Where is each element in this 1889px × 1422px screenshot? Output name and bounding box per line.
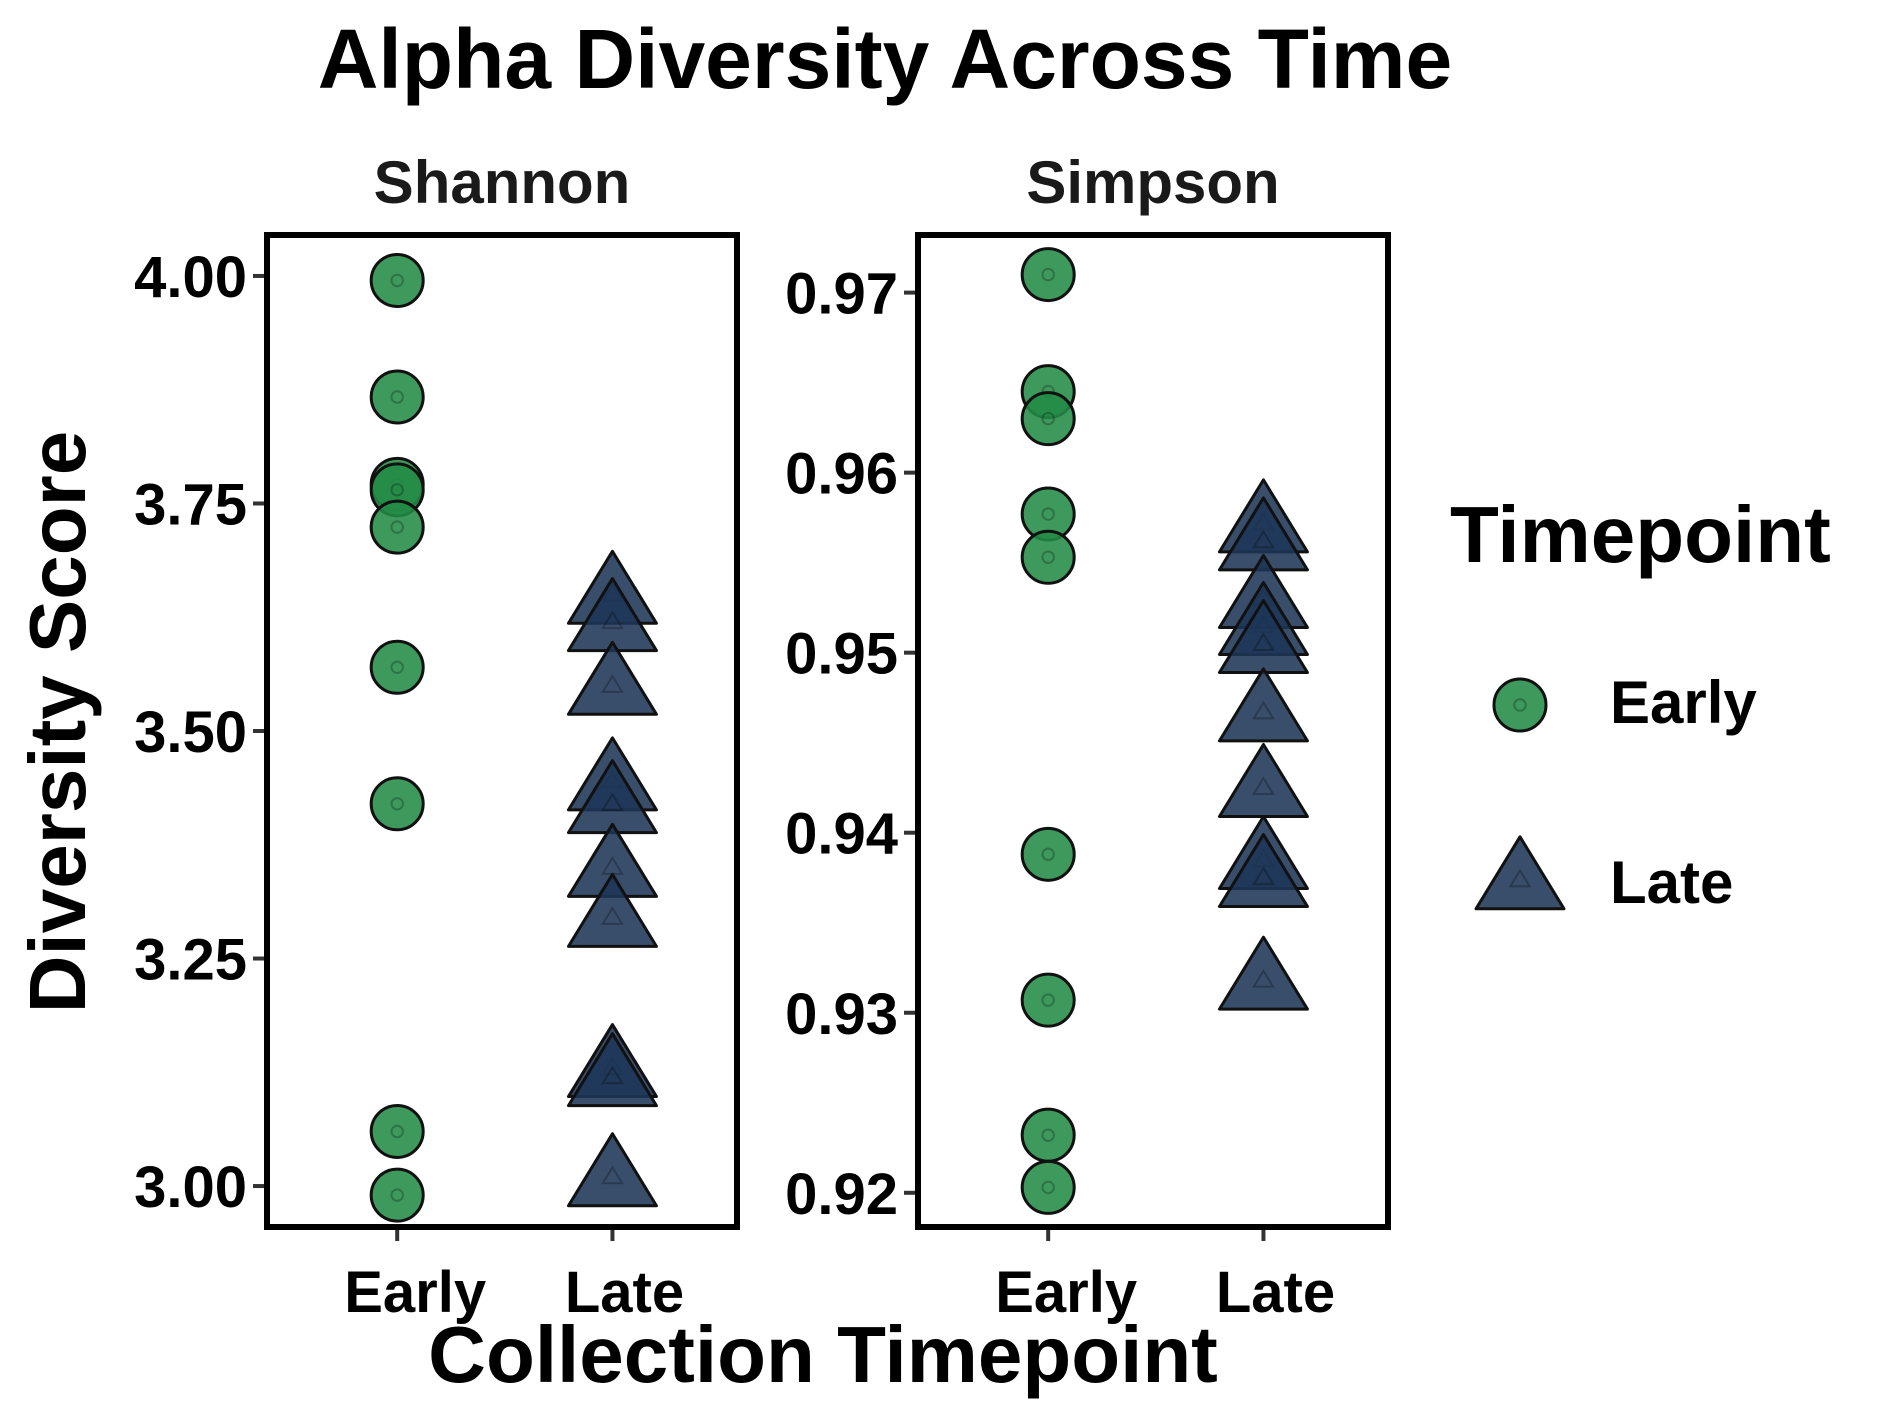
point-shannon-late-8	[566, 1032, 658, 1108]
point-simpson-late-9-inner	[1251, 968, 1275, 988]
point-simpson-early-5-inner	[1041, 847, 1055, 862]
point-shannon-early-8	[369, 1167, 425, 1223]
point-shannon-late-8-inner	[600, 1065, 624, 1085]
legend-title: Timepoint	[1450, 490, 1831, 579]
y-tick-label-shannon-1: 3.25	[134, 928, 247, 993]
point-simpson-late-5-inner	[1251, 700, 1275, 720]
strip-label-simpson: Simpson	[1026, 149, 1279, 216]
chart-title: Alpha Diversity Across Time	[318, 12, 1452, 106]
point-simpson-late-9	[1217, 935, 1309, 1011]
x-tick-label-shannon-1: Late	[565, 1260, 684, 1325]
point-shannon-late-6-inner	[600, 906, 624, 925]
point-shannon-early-3-inner	[390, 483, 404, 497]
y-tick-label-simpson-2: 0.94	[785, 802, 898, 867]
point-simpson-late-1-inner	[1251, 529, 1275, 549]
point-simpson-early-0-inner	[1041, 267, 1055, 282]
point-simpson-early-4	[1020, 529, 1076, 585]
legend-key-late	[1474, 835, 1566, 911]
point-simpson-early-6	[1020, 972, 1076, 1028]
legend-key-early	[1492, 677, 1548, 733]
point-shannon-early-1-inner	[390, 390, 404, 404]
point-shannon-late-6	[566, 872, 658, 948]
x-axis-title: Collection Timepoint	[428, 1310, 1218, 1399]
panel-frame-shannon	[264, 232, 740, 1230]
point-shannon-early-6	[369, 776, 425, 832]
x-tick-label-shannon-0: Early	[344, 1260, 486, 1325]
point-simpson-early-2	[1020, 391, 1076, 447]
point-simpson-early-8-inner	[1041, 1180, 1055, 1195]
y-tick-label-shannon-3: 3.75	[134, 472, 247, 537]
point-shannon-early-6-inner	[390, 797, 404, 811]
point-shannon-late-4-inner	[600, 792, 624, 812]
legend-label-late: Late	[1610, 849, 1733, 916]
point-shannon-early-0-inner	[390, 273, 404, 288]
point-simpson-early-7	[1020, 1107, 1076, 1163]
x-tick-label-simpson-0: Early	[995, 1260, 1137, 1325]
x-tick-label-simpson-1: Late	[1216, 1260, 1335, 1325]
point-shannon-early-0	[369, 253, 425, 309]
strip-label-shannon: Shannon	[374, 149, 631, 216]
point-simpson-early-2-inner	[1041, 411, 1055, 426]
y-tick-label-shannon-4: 4.00	[134, 245, 247, 310]
point-shannon-late-9	[566, 1132, 658, 1208]
point-shannon-early-1	[369, 369, 425, 425]
point-simpson-late-4-inner	[1251, 632, 1275, 652]
point-shannon-late-2	[566, 640, 658, 716]
point-simpson-late-8-inner	[1251, 866, 1275, 886]
point-shannon-late-9-inner	[600, 1165, 624, 1185]
y-tick-label-simpson-1: 0.93	[785, 982, 898, 1047]
y-tick-label-simpson-3: 0.95	[785, 622, 898, 687]
point-simpson-late-5	[1217, 667, 1309, 743]
point-shannon-early-7	[369, 1103, 425, 1159]
y-tick-label-simpson-5: 0.97	[785, 262, 898, 327]
point-shannon-late-2-inner	[600, 674, 624, 693]
point-simpson-early-8	[1020, 1159, 1076, 1215]
point-shannon-early-4-inner	[390, 520, 404, 534]
plot-marks: Shannon 3.00 3.25 3.50 3.75 4.00 Early Late Simp…	[134, 149, 1566, 1325]
point-simpson-late-6	[1217, 743, 1309, 819]
y-tick-label-simpson-0: 0.92	[785, 1162, 898, 1227]
point-simpson-early-0	[1020, 247, 1076, 303]
point-shannon-early-7-inner	[390, 1124, 404, 1139]
y-tick-label-shannon-0: 3.00	[134, 1155, 247, 1220]
legend-key-early-inner	[1513, 698, 1527, 712]
point-simpson-late-8	[1217, 833, 1309, 909]
point-shannon-early-8-inner	[390, 1188, 404, 1202]
point-simpson-late-6-inner	[1251, 776, 1275, 796]
point-shannon-early-5-inner	[390, 660, 404, 675]
legend-key-late-inner	[1508, 868, 1532, 888]
point-simpson-early-4-inner	[1041, 550, 1055, 564]
y-tick-label-shannon-2: 3.50	[134, 700, 247, 765]
point-shannon-early-4	[369, 499, 425, 555]
point-simpson-early-3-inner	[1041, 507, 1055, 521]
point-shannon-early-5	[369, 639, 425, 695]
point-shannon-late-1-inner	[600, 610, 624, 630]
panel-frame-simpson	[915, 232, 1391, 1230]
point-simpson-early-5	[1020, 826, 1076, 882]
y-tick-label-simpson-4: 0.96	[785, 442, 898, 507]
point-simpson-early-7-inner	[1041, 1128, 1055, 1142]
point-simpson-early-6-inner	[1041, 993, 1055, 1007]
y-axis-title: Diversity Score	[13, 431, 102, 1014]
legend-label-early: Early	[1610, 669, 1757, 736]
